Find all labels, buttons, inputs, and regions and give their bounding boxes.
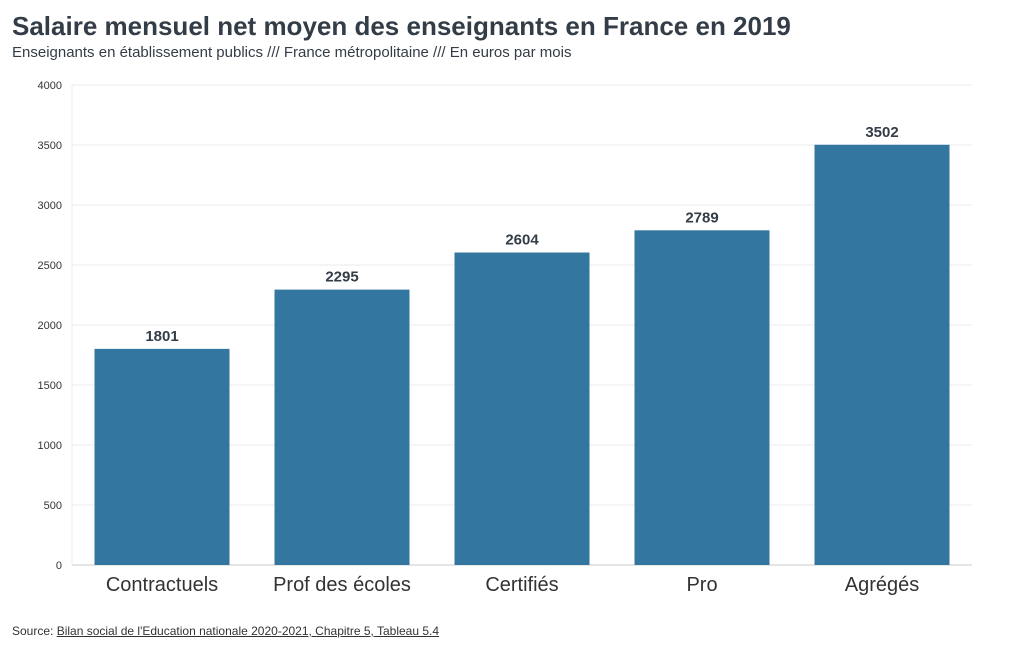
bar-agr-g-s bbox=[814, 144, 950, 565]
y-axis: 0 500 1000 1500 2000 2500 3000 3500 4000 bbox=[38, 80, 62, 572]
data-label: 2604 bbox=[505, 232, 539, 249]
y-tick-label: 3500 bbox=[38, 140, 62, 152]
y-tick-label: 2000 bbox=[38, 320, 62, 332]
x-tick-label: Certifiés bbox=[485, 574, 558, 596]
chart-title: Salaire mensuel net moyen des enseignant… bbox=[12, 11, 791, 41]
bar-pro bbox=[634, 230, 770, 565]
y-tick-label: 4000 bbox=[38, 80, 62, 92]
source-note: Source: Bilan social de l'Education nati… bbox=[12, 624, 439, 638]
x-tick-label: Agrégés bbox=[845, 574, 920, 596]
source-prefix: Source: bbox=[12, 624, 57, 638]
x-axis: Contractuels Prof des écoles Certifiés Pro A… bbox=[106, 574, 919, 596]
data-label: 2295 bbox=[325, 269, 358, 286]
bars bbox=[94, 144, 950, 565]
data-label: 3502 bbox=[865, 124, 898, 141]
y-tick-label: 1000 bbox=[38, 440, 62, 452]
bar-prof-des-coles bbox=[274, 289, 410, 565]
data-label: 1801 bbox=[145, 328, 178, 345]
source-link[interactable]: Bilan social de l'Education nationale 20… bbox=[56, 624, 440, 638]
data-label: 2789 bbox=[685, 209, 718, 226]
bar-certifi-s bbox=[454, 252, 590, 565]
bar-contractuels bbox=[94, 348, 230, 565]
y-tick-label: 0 bbox=[56, 560, 62, 572]
y-tick-label: 500 bbox=[44, 500, 62, 512]
x-tick-label: Pro bbox=[686, 574, 717, 596]
y-tick-label: 2500 bbox=[38, 260, 62, 272]
data-labels: 1801 2295 2604 2789 3502 bbox=[145, 124, 898, 345]
y-tick-label: 1500 bbox=[38, 380, 62, 392]
x-tick-label: Prof des écoles bbox=[273, 574, 411, 596]
chart-subtitle: Enseignants en établissement publics ///… bbox=[12, 44, 572, 61]
x-tick-label: Contractuels bbox=[106, 574, 218, 596]
y-tick-label: 3000 bbox=[38, 200, 62, 212]
